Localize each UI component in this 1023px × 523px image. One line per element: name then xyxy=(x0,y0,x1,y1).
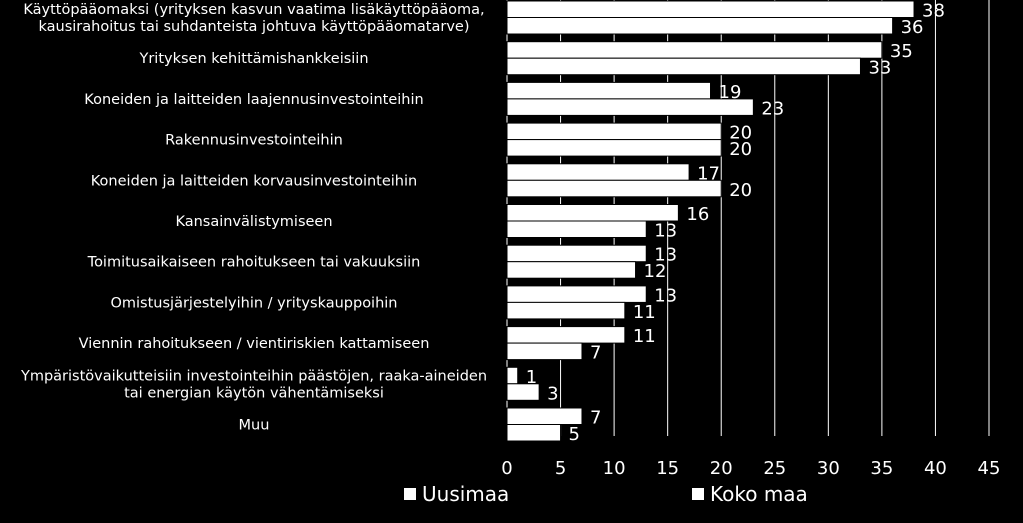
legend-label: Koko maa xyxy=(710,482,808,506)
bar-koko-maa xyxy=(506,179,722,198)
x-tick-label: 0 xyxy=(501,458,512,479)
legend-swatch xyxy=(692,488,704,500)
bar-uusimaa xyxy=(506,122,722,141)
data-label: 11 xyxy=(633,326,656,347)
bar-uusimaa xyxy=(506,0,915,18)
data-label: 1 xyxy=(526,367,537,388)
x-axis-ticks: 0 5 10 15 20 25 30 35 40 45 xyxy=(501,458,1000,479)
x-tick-label: 25 xyxy=(763,458,786,479)
data-label: 20 xyxy=(729,123,752,144)
legend-label: Uusimaa xyxy=(422,482,509,506)
data-label: 12 xyxy=(644,261,667,282)
bar-uusimaa xyxy=(506,285,647,303)
category-label: Toimitusaikaiseen rahoitukseen tai vakuu… xyxy=(87,255,421,271)
category-label: Kansainvälistymiseen xyxy=(175,214,332,230)
data-label: 38 xyxy=(922,1,945,22)
bar-koko-maa xyxy=(506,301,626,320)
data-label: 20 xyxy=(729,180,752,201)
x-tick-label: 35 xyxy=(870,458,893,479)
data-label: 33 xyxy=(868,58,891,79)
category-label: Käyttöpääomaksi (yrityksen kasvun vaatim… xyxy=(23,2,484,35)
bar-koko-maa xyxy=(506,261,637,279)
x-tick-label: 40 xyxy=(924,458,947,479)
x-tick-label: 5 xyxy=(555,458,566,479)
data-label: 3 xyxy=(547,383,558,404)
bar-uusimaa xyxy=(506,81,712,100)
bar-uusimaa xyxy=(506,163,690,181)
category-label: Ympäristövaikutteisiin investointeihin p… xyxy=(20,368,487,401)
data-label: 23 xyxy=(761,98,784,119)
data-label: 13 xyxy=(654,285,677,306)
category-label: Koneiden ja laitteiden korvausinvestoint… xyxy=(91,173,417,189)
legend: Uusimaa Koko maa xyxy=(404,482,808,506)
data-label: 36 xyxy=(901,17,924,38)
legend-swatch xyxy=(404,488,416,500)
bar-koko-maa xyxy=(506,57,861,76)
data-label: 16 xyxy=(686,204,709,225)
category-label: Omistusjärjestelyihin / yrityskauppoihin xyxy=(110,295,397,311)
bars xyxy=(506,0,915,442)
bar-uusimaa xyxy=(506,41,883,59)
data-label: 19 xyxy=(719,82,742,103)
bar-uusimaa xyxy=(506,326,626,344)
data-label: 35 xyxy=(890,41,913,62)
data-label: 5 xyxy=(569,424,580,445)
data-label: 13 xyxy=(654,221,677,242)
data-label: 11 xyxy=(633,302,656,323)
bar-koko-maa xyxy=(506,424,562,442)
x-tick-label: 20 xyxy=(710,458,733,479)
category-label: Koneiden ja laitteiden laajennusinvestoi… xyxy=(84,92,423,108)
bar-uusimaa xyxy=(506,204,679,222)
x-tick-label: 30 xyxy=(817,458,840,479)
category-label: Muu xyxy=(239,418,270,434)
bar-koko-maa xyxy=(506,383,540,401)
bar-koko-maa xyxy=(506,139,722,157)
category-label: Yrityksen kehittämishankkeisiin xyxy=(138,51,368,67)
bar-koko-maa xyxy=(506,220,647,238)
bar-uusimaa xyxy=(506,366,519,385)
bar-uusimaa xyxy=(506,407,583,425)
data-label: 13 xyxy=(654,245,677,266)
x-tick-label: 45 xyxy=(978,458,1001,479)
x-tick-label: 15 xyxy=(656,458,679,479)
data-label: 17 xyxy=(697,163,720,184)
category-label: Viennin rahoitukseen / vientiriskien kat… xyxy=(79,336,430,352)
data-label: 7 xyxy=(590,343,601,364)
category-labels: Käyttöpääomaksi (yrityksen kasvun vaatim… xyxy=(20,2,487,434)
bar-koko-maa xyxy=(506,342,583,361)
data-label: 20 xyxy=(729,139,752,160)
bar-uusimaa xyxy=(506,244,647,263)
data-label: 7 xyxy=(590,408,601,429)
x-tick-label: 10 xyxy=(603,458,626,479)
bar-koko-maa xyxy=(506,17,894,35)
category-label: Rakennusinvestointeihin xyxy=(165,133,343,149)
bar-koko-maa xyxy=(506,98,754,116)
